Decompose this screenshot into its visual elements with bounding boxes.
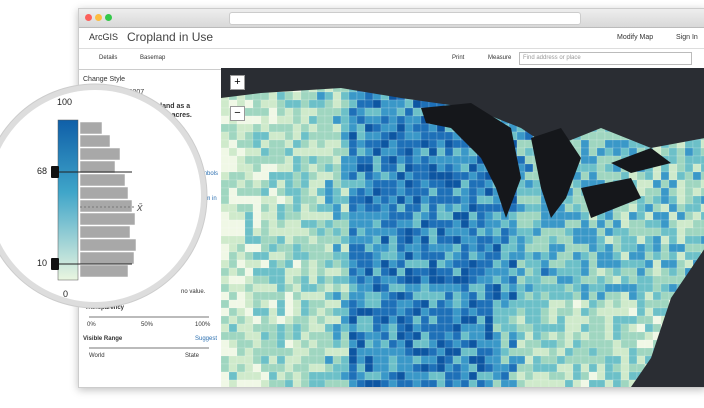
zoom[interactable] [105,14,112,21]
search[interactable]: Find address or place [519,52,692,65]
county [700,171,704,181]
app-title: Cropland in Use [127,30,214,44]
color-ramp [57,119,79,281]
county [700,139,704,149]
handle [51,258,59,270]
state: State [185,353,200,359]
histogram-bar [79,173,126,187]
desc: cropland as a [145,103,191,110]
scale-top: 100 [57,97,72,107]
modify-map[interactable]: Modify Map [617,34,654,41]
histogram-bar [79,147,121,161]
scale-low: 10 [37,258,47,268]
county [700,155,704,165]
map[interactable] [221,68,704,387]
basemap[interactable]: Basemap [140,55,166,61]
symbols[interactable]: Symbols [195,171,219,177]
world: World [89,353,105,359]
print[interactable]: Print [452,55,465,61]
close[interactable] [85,14,92,21]
visible-range: Visible Range [83,336,123,342]
histogram-bar [79,199,133,213]
county [700,179,704,189]
suggest[interactable]: Suggest [195,336,218,342]
county [700,203,704,213]
histogram-bar [79,212,136,226]
sign-in[interactable]: Sign In [676,34,698,41]
details[interactable]: Details [99,55,118,61]
county [700,147,704,157]
brand[interactable]: ArcGIS [89,32,119,42]
county [700,211,704,221]
panel-heading: Change Style [83,76,126,83]
histogram-bar [79,251,135,265]
address-bar[interactable] [229,12,581,25]
scale-high: 68 [37,166,47,176]
histogram-bar [79,160,116,174]
county [700,219,704,229]
histogram-bar [79,121,103,135]
tick: 100% [195,322,211,328]
histogram-bar [79,225,131,239]
county [700,235,704,245]
county [700,243,704,253]
county [700,163,704,173]
county [700,195,704,205]
county [700,227,704,237]
slider[interactable] [89,316,209,318]
measure[interactable]: Measure [488,55,512,61]
minimize[interactable] [95,14,102,21]
histogram-bar [79,186,129,200]
tick: 50% [141,322,154,328]
histogram-bar [79,134,111,148]
handle [51,166,59,178]
histogram-bar [79,238,137,252]
range-slider[interactable] [89,347,209,349]
browser-window: ArcGIS Cropland in Use Modify Map Sign I… [78,8,704,388]
county [700,187,704,197]
scale-bottom: 0 [63,289,68,299]
no-value: no value. [181,289,206,295]
histogram-bar [79,264,129,278]
browser-bar [79,9,704,28]
mean: x̄ [136,202,143,214]
tick: 0% [87,322,96,328]
